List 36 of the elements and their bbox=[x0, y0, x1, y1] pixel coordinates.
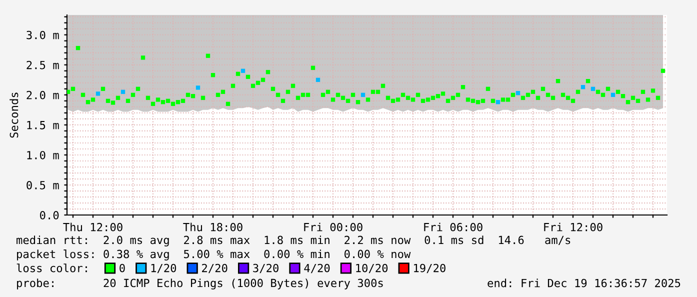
text: probe: 20 ICMP Echo Pings (1000 Bytes) every 300s bbox=[17, 278, 383, 290]
x-tick-label: Fri 00:00 bbox=[304, 222, 362, 232]
y-tick-label: 3.0 m bbox=[26, 30, 59, 40]
point bbox=[196, 86, 200, 90]
text: end: Fri Dec 19 16:36:57 2025 bbox=[488, 278, 680, 288]
legend-label: 0 bbox=[120, 264, 125, 272]
x-tick-label: Thu 18:00 bbox=[183, 222, 242, 232]
point bbox=[96, 92, 100, 96]
legend-label: 2/20 bbox=[202, 264, 228, 274]
point bbox=[516, 90, 520, 96]
legend-label: 4/20 bbox=[304, 264, 330, 274]
point bbox=[316, 78, 320, 82]
text: median rtt: 2.0 ms avg 2.8 ms max 1.8 ms min 2.2 ms now 0.1 ms sd 14.6 am/s bbox=[16, 236, 570, 246]
legend-label: 1/20 bbox=[151, 264, 176, 274]
y-tick-label: 1.5 m bbox=[27, 121, 59, 130]
point bbox=[590, 86, 596, 91]
y-tick-label: 2.0 m bbox=[26, 90, 59, 100]
point bbox=[360, 92, 366, 97]
point bbox=[496, 100, 500, 104]
point bbox=[240, 68, 246, 73]
x-tick-label: Fri 06:00 bbox=[424, 222, 482, 232]
x-tick-label: Thu 12:00 bbox=[63, 222, 122, 232]
point bbox=[580, 84, 586, 90]
point bbox=[120, 90, 126, 94]
legend-label: 10/20 bbox=[356, 264, 388, 274]
legend-label: 3/20 bbox=[253, 264, 278, 274]
y-tick-label: 0.0 bbox=[40, 211, 59, 220]
y-tick-label: 1.0 m bbox=[27, 150, 59, 160]
y-axis-title: Seconds bbox=[10, 92, 18, 138]
point bbox=[610, 92, 616, 97]
legend-title: loss color: bbox=[16, 264, 87, 272]
legend-label: 19/20 bbox=[414, 264, 446, 274]
y-tick-label: 0.5 m bbox=[26, 180, 59, 190]
text: packet loss: 0.38 % avg 5.00 % max 0.00 % min 0.00 % now bbox=[17, 250, 411, 260]
x-tick-label: Fri 12:00 bbox=[544, 222, 602, 232]
y-tick-label: 2.5 m bbox=[26, 60, 59, 70]
